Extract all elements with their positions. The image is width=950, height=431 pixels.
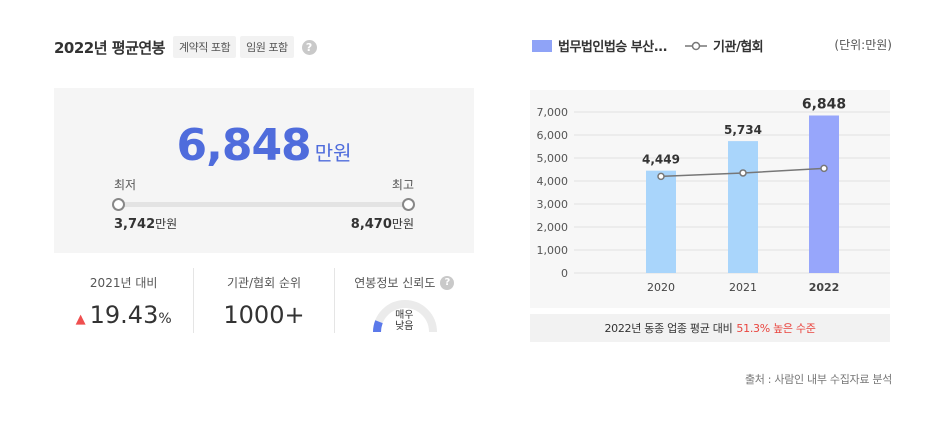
salary-bar-chart: 7,000 6,000 5,000 4,000 3,000 2,000 1,000 0 4,44…: [537, 96, 890, 294]
up-arrow-icon: ▲: [75, 312, 86, 327]
max-salary-value: 8,470: [350, 217, 392, 232]
page-title: 2022년 평균연봉: [54, 38, 165, 57]
y-tick-label: 1,000: [537, 244, 569, 257]
average-salary-card: 6,848 만원 최저 최고 3,742만원 8,470만원: [54, 88, 474, 253]
bar-value-label: 4,449: [642, 153, 680, 167]
salary-range-track: [118, 202, 408, 207]
compare-highlight: 51.3% 높은 수준: [736, 322, 816, 335]
bar: [728, 141, 758, 273]
min-salary-unit: 만원: [155, 217, 178, 231]
help-icon[interactable]: ?: [301, 39, 317, 55]
average-salary-value: 6,848: [176, 120, 312, 171]
chart-legend: 법무법인법승 부산... 기관/협회: [532, 36, 764, 55]
legend-company: 법무법인법승 부산...: [558, 40, 668, 55]
max-salary-unit: 만원: [391, 217, 414, 231]
x-tick-label: 2022: [809, 281, 840, 294]
average-point: [657, 172, 665, 181]
min-salary: 3,742만원: [114, 215, 177, 232]
reliability-value-line1: 매우: [395, 310, 414, 321]
tag-contract-included: 계약직 포함: [172, 36, 237, 58]
reliability-value-line2: 낮음: [395, 321, 414, 332]
stat-reliability-label: 연봉정보 신뢰도: [354, 276, 436, 290]
y-tick-label: 4,000: [537, 175, 569, 188]
stat-yoy-pct: %: [158, 311, 172, 327]
bar: [646, 170, 676, 273]
average-salary: 6,848 만원: [54, 120, 474, 171]
y-tick-label: 2,000: [537, 221, 569, 234]
range-max-knob: [402, 198, 415, 211]
min-salary-value: 3,742: [114, 217, 156, 232]
gauge-icon: [372, 300, 437, 333]
range-min-knob: [112, 198, 125, 211]
y-tick-label: 6,000: [537, 129, 569, 142]
source-note: 출처 : 사람인 내부 수집자료 분석: [744, 373, 892, 386]
reliability-value: 매우 낮음: [335, 310, 474, 332]
max-label: 최고: [391, 178, 414, 192]
stats-row: 2021년 대비 ▲ 19.43% 기관/협회 순위 1000+ 연봉정보 신뢰도…: [54, 268, 474, 333]
stat-reliability-label-row: 연봉정보 신뢰도 ?: [335, 274, 474, 291]
title-row: 2022년 평균연봉 계약직 포함 임원 포함 ?: [54, 36, 317, 58]
average-salary-unit: 만원: [314, 141, 352, 165]
legend-average: 기관/협회: [713, 40, 764, 55]
reliability-help-icon[interactable]: ?: [440, 275, 455, 290]
stat-rank-value: 1000+: [223, 301, 305, 329]
reliability-gauge: [371, 294, 439, 338]
y-tick-label: 7,000: [537, 106, 569, 119]
industry-compare-box: 2022년 동종 업종 평균 대비 51.3% 높은 수준: [530, 314, 890, 342]
stat-rank: 기관/협회 순위 1000+: [193, 268, 333, 333]
legend-bar-swatch: [532, 39, 552, 52]
tag-executive-included: 임원 포함: [240, 36, 294, 58]
min-label: 최저: [114, 178, 137, 192]
compare-text: 2022년 동종 업종 평균 대비: [604, 322, 733, 335]
unit-note: (단위:만원): [834, 38, 892, 52]
average-point: [739, 169, 747, 177]
average-point: [820, 164, 828, 173]
legend-line-icon: [685, 41, 708, 50]
x-tick-label: 2020: [647, 281, 675, 294]
max-salary: 8,470만원: [351, 215, 414, 232]
bar-value-label: 5,734: [724, 123, 762, 137]
stat-yoy: 2021년 대비 ▲ 19.43%: [54, 268, 193, 333]
y-tick-label: 3,000: [537, 198, 569, 211]
bar-value-label: 6,848: [802, 96, 846, 112]
y-tick-label: 5,000: [537, 152, 569, 165]
gauge-fill: [372, 320, 383, 333]
stat-rank-label: 기관/협회 순위: [226, 276, 302, 290]
y-tick-label: 0: [561, 267, 568, 280]
stat-yoy-label: 2021년 대비: [89, 276, 158, 290]
x-tick-label: 2021: [729, 281, 757, 294]
stat-reliability: 연봉정보 신뢰도 ? 매우 낮음: [333, 268, 474, 333]
stat-yoy-value: 19.43: [89, 301, 159, 329]
gauge-track: [372, 300, 437, 333]
stat-yoy-value-wrap: ▲ 19.43%: [54, 301, 193, 329]
bar: [809, 115, 839, 273]
